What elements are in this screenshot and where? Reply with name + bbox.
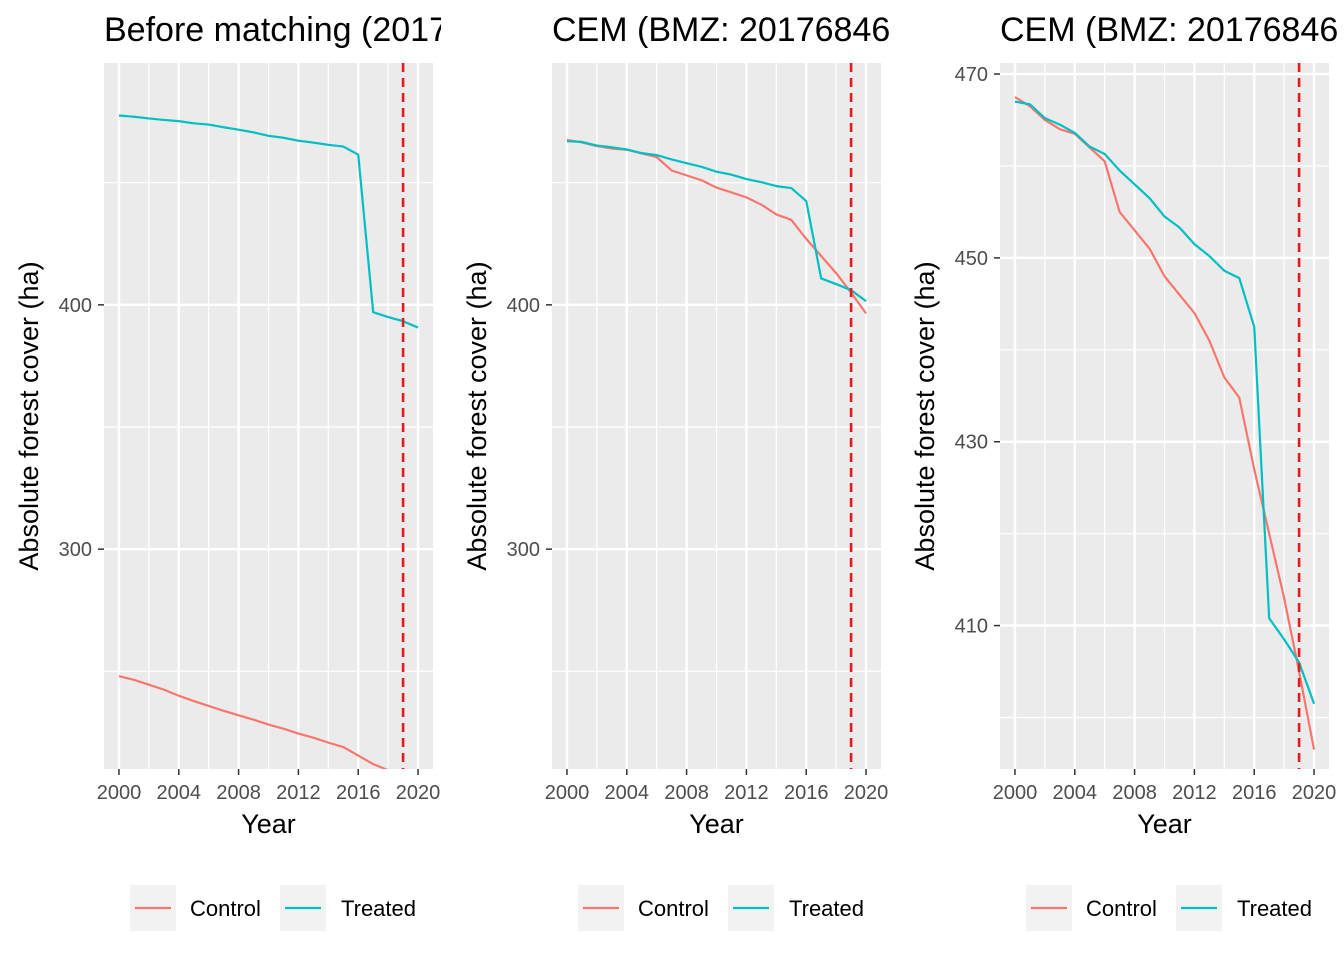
x-tick-label: 2020: [844, 782, 889, 804]
panel-title: Before matching (2017: [104, 11, 448, 49]
legend-label-treated: Treated: [789, 896, 864, 921]
x-tick-label: 2016: [784, 782, 829, 804]
y-tick-label: 400: [507, 295, 540, 317]
x-tick-label: 2020: [396, 782, 441, 804]
legend: Control Treated: [130, 885, 416, 931]
x-tick-label: 2012: [1172, 782, 1217, 804]
y-tick-label: 410: [955, 616, 988, 638]
x-tick-label: 2004: [1053, 782, 1098, 804]
y-tick-label: 430: [955, 432, 988, 454]
y-tick-label: 400: [59, 295, 92, 317]
x-tick-label: 2008: [1112, 782, 1157, 804]
x-tick-label: 2016: [336, 782, 381, 804]
x-tick-label: 2020: [1292, 782, 1337, 804]
y-axis-title: Absolute forest cover (ha): [910, 261, 940, 570]
legend: Control Treated: [578, 885, 864, 931]
x-tick-label: 2012: [276, 782, 321, 804]
legend-label-control: Control: [638, 896, 709, 921]
chart-panel-1: Before matching (2017 2000 2004 2008 2012 201…: [14, 11, 448, 931]
chart-panel-3: CEM (BMZ: 20176846 2000 2004 2008 2012 2016 20…: [910, 11, 1338, 931]
y-axis-title: Absolute forest cover (ha): [14, 261, 44, 570]
x-axis-title: Year: [689, 809, 744, 839]
x-tick-label: 2016: [1232, 782, 1277, 804]
legend-label-control: Control: [1086, 896, 1157, 921]
legend-label-treated: Treated: [1237, 896, 1312, 921]
legend-label-control: Control: [190, 896, 261, 921]
x-tick-label: 2004: [157, 782, 202, 804]
y-tick-label: 450: [955, 248, 988, 270]
x-tick-label: 2000: [97, 782, 142, 804]
series-line-treated: [118, 114, 419, 329]
legend: Control Treated: [1026, 885, 1312, 931]
x-axis-title: Year: [1137, 809, 1192, 839]
y-axis-title: Absolute forest cover (ha): [462, 261, 492, 570]
y-tick-label: 470: [955, 64, 988, 86]
series-line-control: [118, 675, 389, 769]
x-tick-label: 2000: [993, 782, 1038, 804]
panel-title: CEM (BMZ: 20176846: [1000, 11, 1338, 49]
chart-panel-2: CEM (BMZ: 20176846 2000 2004 2008 2012 2016 20…: [462, 11, 890, 931]
x-tick-label: 2004: [605, 782, 650, 804]
y-tick-label: 300: [507, 539, 540, 561]
legend-label-treated: Treated: [341, 896, 416, 921]
y-tick-label: 300: [59, 539, 92, 561]
x-tick-label: 2008: [216, 782, 261, 804]
x-axis-title: Year: [241, 809, 296, 839]
x-tick-label: 2000: [545, 782, 590, 804]
x-tick-label: 2008: [664, 782, 709, 804]
series-line-treated: [566, 140, 867, 303]
x-tick-label: 2012: [724, 782, 769, 804]
panel-title: CEM (BMZ: 20176846: [552, 11, 890, 49]
series-line-treated: [1014, 100, 1316, 705]
